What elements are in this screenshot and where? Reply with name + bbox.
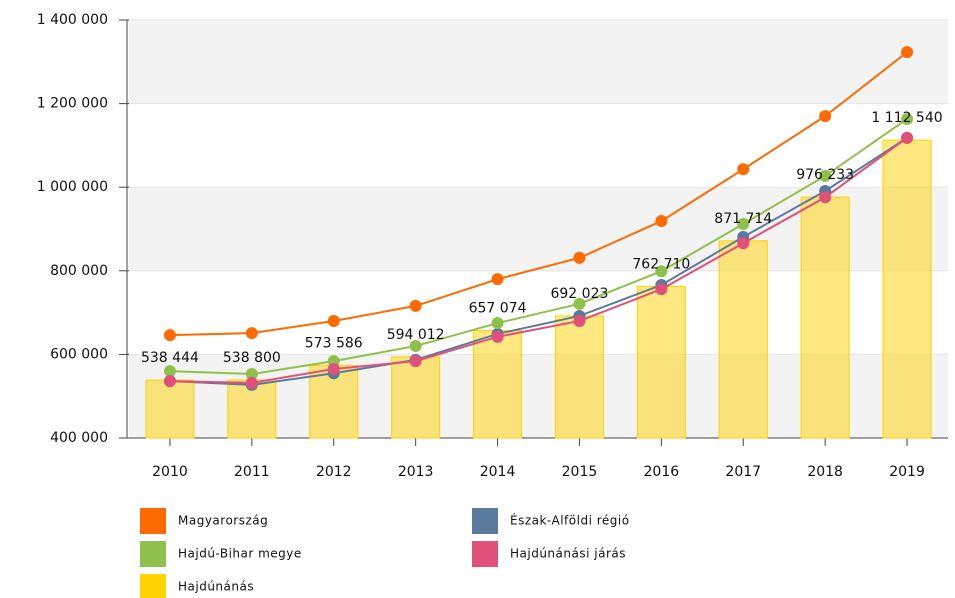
x-tick-label: 2015 [562,464,598,480]
point [245,376,258,389]
legend-label: Hajdúnánási járás [510,547,626,561]
legend-swatch [140,574,166,598]
point [409,355,422,368]
point [819,110,832,123]
bar [636,285,686,439]
point [245,327,258,340]
line [169,51,908,337]
bar [391,356,441,439]
point [655,215,668,228]
point [491,330,504,343]
point [409,340,422,353]
x-tick-label: 2019 [889,464,925,480]
line [169,137,908,384]
point [737,163,750,176]
legend-label: Észak-Alföldi régió [510,513,630,528]
legend-swatch [472,541,498,567]
point [901,46,914,59]
y-tick-label: 400 000 [50,430,108,446]
bar [554,315,604,439]
data-label: 573 586 [305,335,363,351]
x-tick-label: 2018 [807,464,843,480]
point [327,363,340,376]
bar [145,379,195,439]
point [819,169,832,182]
y-tick-label: 1 000 000 [37,179,108,195]
x-tick-label: 2016 [644,464,680,480]
data-label: 976 233 [796,167,854,183]
point [491,317,504,330]
grid-band [129,20,948,104]
legend-label: Hajdú-Bihar megye [178,547,302,561]
data-label: 692 023 [550,286,608,302]
point [573,314,586,327]
line [169,137,908,386]
data-label: 871 714 [714,211,772,227]
point [163,329,176,342]
point [655,283,668,296]
bar [882,139,932,439]
x-tick-label: 2014 [480,464,516,480]
data-label: 657 074 [469,301,527,317]
data-label: 538 444 [141,350,199,366]
line [169,118,908,376]
point [245,368,258,381]
data-label: 762 710 [632,256,690,272]
data-label: 1 112 540 [871,110,942,126]
point [655,265,668,278]
legend-label: Magyarország [178,514,268,528]
x-tick-label: 2017 [725,464,761,480]
legend-swatch [140,508,166,534]
x-tick-label: 2010 [152,464,188,480]
point [737,237,750,250]
x-tick-label: 2011 [234,464,270,480]
y-tick-label: 1 400 000 [37,12,108,28]
point [901,113,914,126]
legend-swatch [472,508,498,534]
point [819,191,832,204]
y-tick-label: 800 000 [50,263,108,279]
point [737,217,750,230]
y-tick-label: 600 000 [50,346,108,362]
legend-swatch [140,541,166,567]
x-tick-label: 2012 [316,464,352,480]
point [163,365,176,378]
point [409,299,422,312]
point [573,297,586,310]
data-label: 538 800 [223,350,281,366]
point [901,131,914,144]
point [163,375,176,388]
point [573,251,586,264]
bar [473,330,523,439]
point [491,273,504,286]
legend-label: Hajdúnánás [178,580,254,594]
point [327,314,340,327]
data-label: 594 012 [387,327,445,343]
x-tick-label: 2013 [398,464,434,480]
y-tick-label: 1 200 000 [37,96,108,112]
bar [800,196,850,439]
bar [718,240,768,439]
